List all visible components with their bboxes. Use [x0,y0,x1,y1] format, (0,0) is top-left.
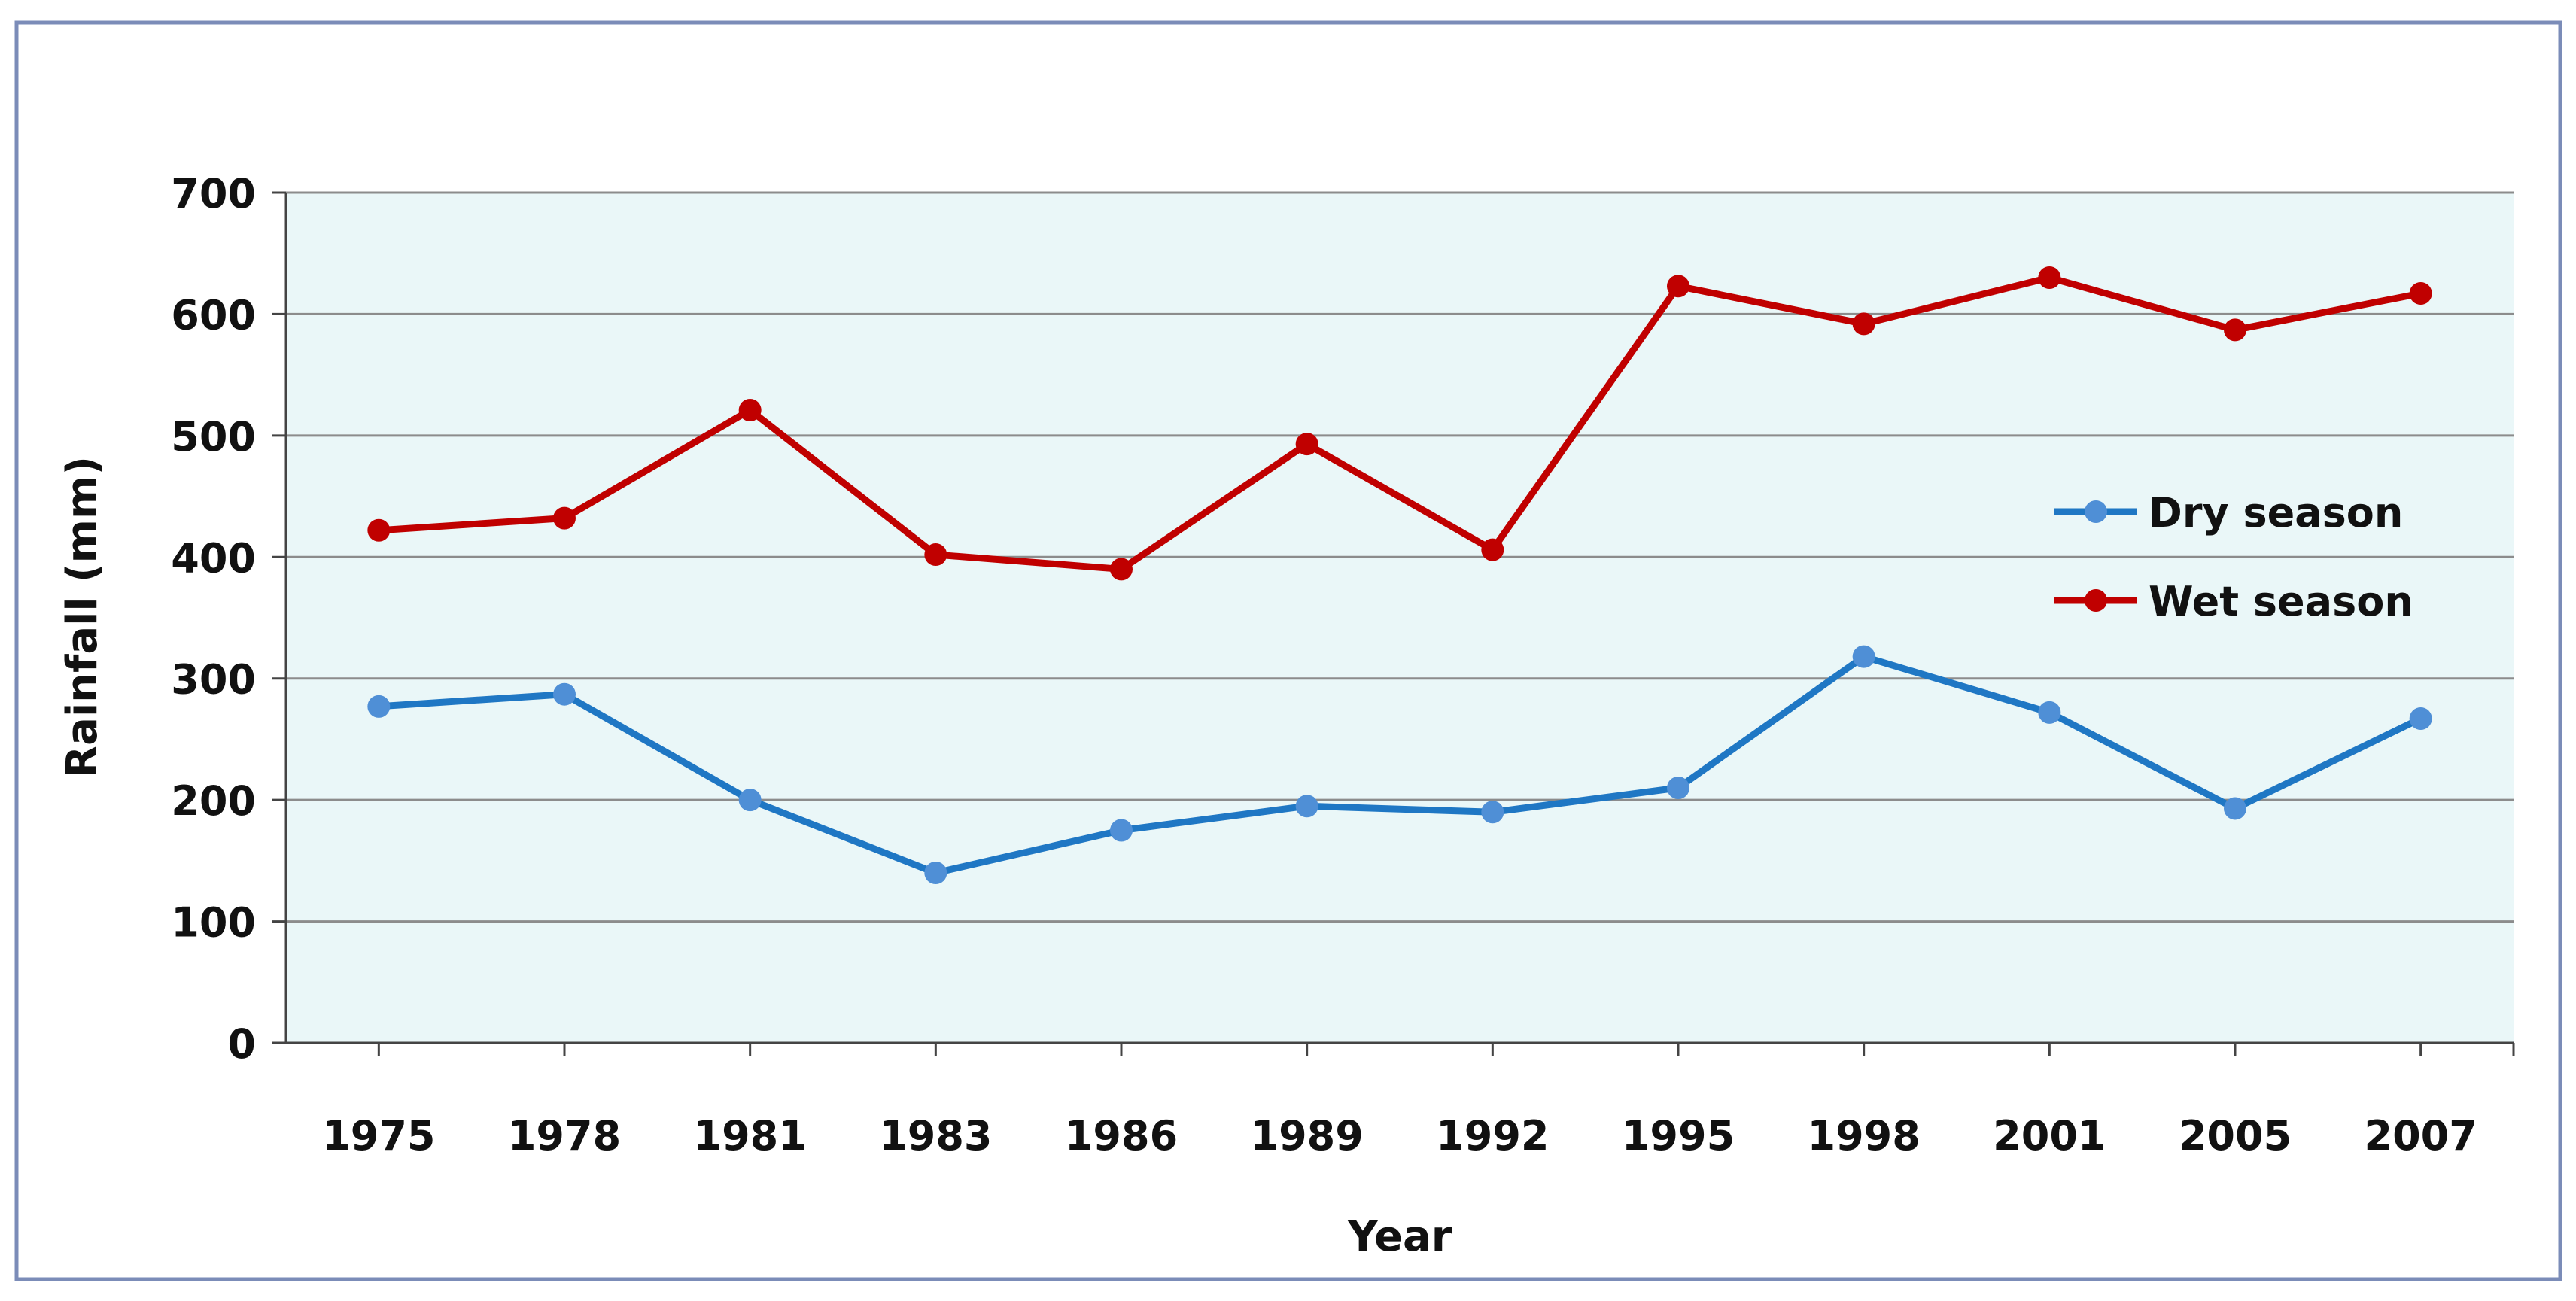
gridlines [286,191,2514,923]
data-point-dry-season [1852,645,1875,668]
data-point-wet-season [1110,558,1133,581]
x-tick-label: 1981 [694,1112,807,1160]
data-point-wet-season [2224,318,2246,342]
legend-item-dry-season: Dry season [2054,489,2403,537]
data-point-wet-season [738,398,762,421]
series-line-wet-season [375,274,2425,573]
y-tick-label: 500 [171,413,256,461]
data-point-dry-season [367,695,391,718]
data-point-dry-season [2224,797,2246,820]
x-tick-label: 1992 [1436,1112,1549,1160]
data-point-wet-season [2038,266,2061,289]
x-tick-label: 1998 [1808,1112,1921,1160]
series-line-dry-season [375,653,2425,877]
data-point-dry-season [1295,795,1318,818]
x-tick-label: 1995 [1622,1112,1735,1160]
y-axis-title: Rainfall (mm) [58,456,107,778]
data-point-wet-season [1295,433,1318,456]
data-point-wet-season [367,518,391,542]
data-point-wet-season [1667,275,1689,298]
series-layer [367,266,2432,884]
x-tick-label: 2001 [1993,1112,2106,1160]
x-tick-label: 2007 [2365,1112,2477,1160]
data-point-wet-season [553,506,576,530]
data-point-wet-season [1852,312,1875,336]
x-tick-label: 1983 [879,1112,992,1160]
y-tick-label: 200 [171,777,256,825]
data-point-wet-season [924,543,947,567]
data-point-dry-season [1481,801,1504,824]
data-point-dry-season [1110,819,1133,842]
data-point-wet-season [2409,281,2432,305]
y-tick-label: 0 [227,1020,256,1068]
y-tick-label: 600 [171,291,256,339]
x-tick-label: 1989 [1251,1112,1364,1160]
series-dry-season [367,645,2432,884]
data-point-dry-season [2038,701,2061,724]
data-point-dry-season [553,682,576,706]
y-tick-label: 400 [171,534,256,582]
x-tick-label: 1986 [1065,1112,1178,1160]
y-tick-label: 100 [171,899,256,947]
data-point-dry-season [2409,707,2432,730]
x-tick-label: 1975 [322,1112,435,1160]
x-tick-label: 2005 [2179,1112,2292,1160]
data-point-wet-season [1481,538,1504,561]
data-point-dry-season [924,862,947,884]
legend: Dry season Wet season [2054,489,2413,625]
x-axis-title: Year [1347,1212,1452,1261]
data-point-dry-season [738,789,762,812]
legend-label-wet-season: Wet season [2149,578,2413,625]
y-tick-label: 700 [171,170,256,217]
legend-marker-dry-season [2085,500,2107,523]
axes: 0 100 200 300 400 500 600 700 1975 1978 1981 1983 19… [171,170,2515,1160]
y-tick-label: 300 [171,656,256,704]
plot-area [286,193,2514,1043]
series-wet-season [367,266,2432,581]
legend-marker-wet-season [2085,589,2107,612]
legend-item-wet-season: Wet season [2054,578,2413,625]
legend-label-dry-season: Dry season [2149,489,2403,537]
x-tick-label: 1978 [508,1112,621,1160]
data-point-dry-season [1667,777,1689,799]
